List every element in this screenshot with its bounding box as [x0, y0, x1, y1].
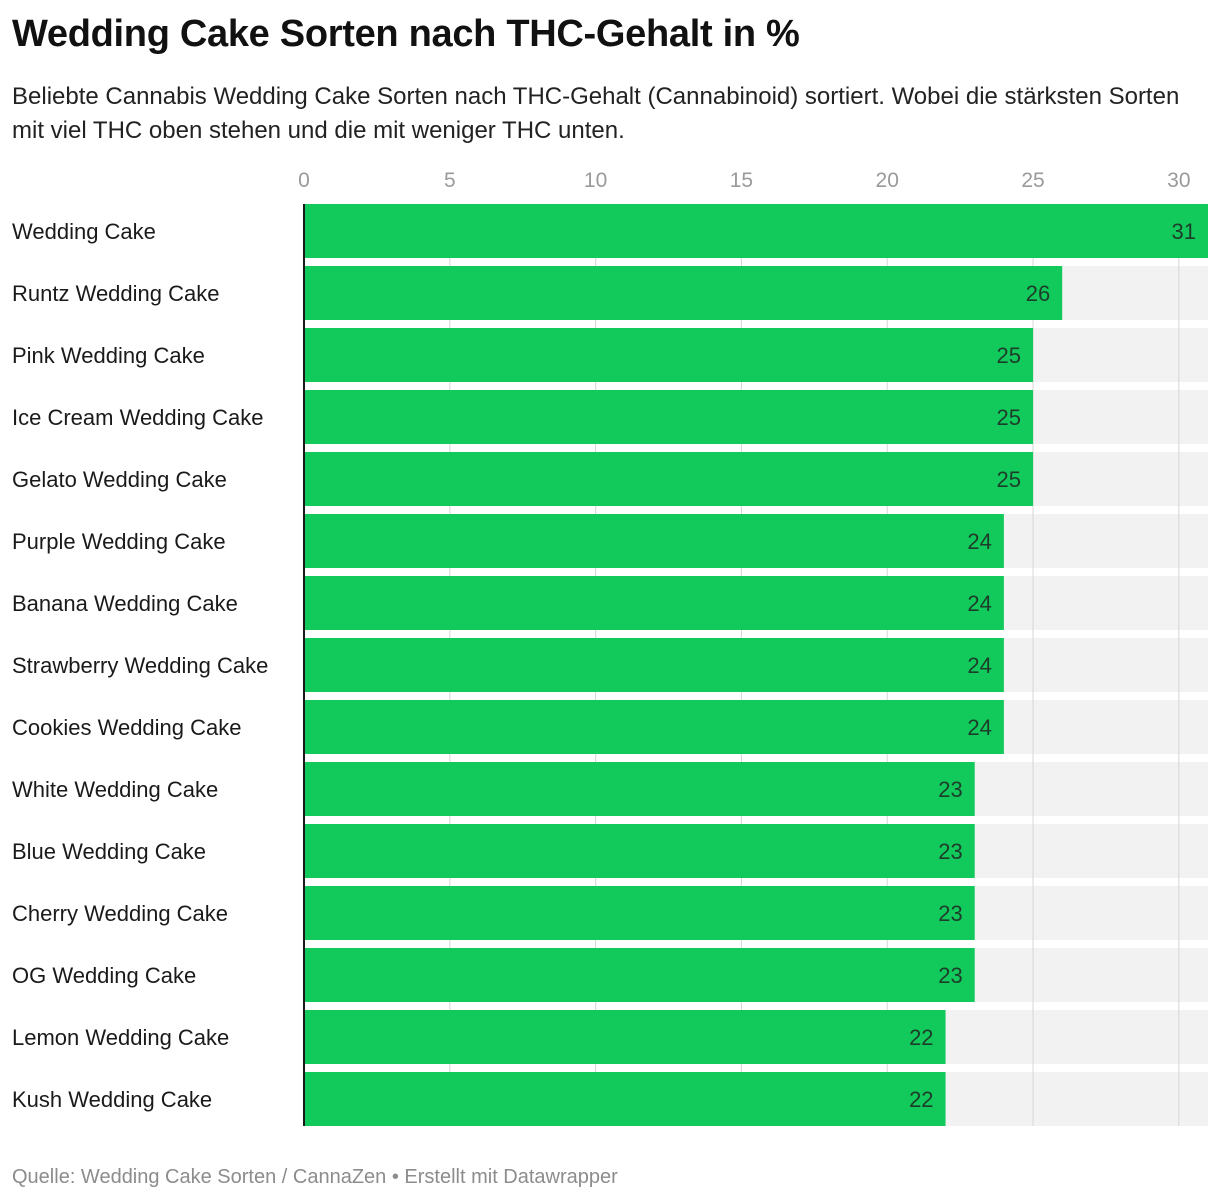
category-label: Strawberry Wedding Cake [12, 653, 268, 678]
bar [304, 1072, 946, 1126]
bar [304, 700, 1004, 754]
value-label: 23 [938, 901, 962, 926]
value-label: 24 [967, 591, 991, 616]
value-label: 31 [1172, 219, 1196, 244]
bar [304, 514, 1004, 568]
value-label: 25 [997, 405, 1021, 430]
bar [304, 824, 975, 878]
bar [304, 638, 1004, 692]
chart-subtitle: Beliebte Cannabis Wedding Cake Sorten na… [12, 83, 1180, 144]
value-label: 22 [909, 1087, 933, 1112]
category-label: Wedding Cake [12, 219, 156, 244]
x-tick-label: 5 [444, 169, 456, 192]
source-footer: Quelle: Wedding Cake Sorten / CannaZen •… [12, 1166, 618, 1188]
value-label: 24 [967, 529, 991, 554]
category-label: Lemon Wedding Cake [12, 1025, 229, 1050]
chart-title: Wedding Cake Sorten nach THC-Gehalt in % [12, 13, 800, 55]
category-label: Runtz Wedding Cake [12, 281, 220, 306]
bar [304, 328, 1034, 382]
value-label: 24 [967, 653, 991, 678]
bar [304, 204, 1208, 258]
bar [304, 1010, 946, 1064]
category-label: Cookies Wedding Cake [12, 715, 242, 740]
x-tick-label: 30 [1167, 169, 1190, 192]
category-label: Blue Wedding Cake [12, 839, 206, 864]
value-label: 25 [997, 467, 1021, 492]
category-label: Purple Wedding Cake [12, 529, 226, 554]
category-label: Kush Wedding Cake [12, 1087, 212, 1112]
category-label: Cherry Wedding Cake [12, 901, 228, 926]
x-tick-label: 10 [584, 169, 607, 192]
category-label: White Wedding Cake [12, 777, 218, 802]
bar [304, 948, 975, 1002]
value-label: 23 [938, 777, 962, 802]
value-label: 23 [938, 839, 962, 864]
x-tick-label: 0 [298, 169, 310, 192]
category-label: Ice Cream Wedding Cake [12, 405, 264, 430]
bar [304, 762, 975, 816]
bar [304, 886, 975, 940]
category-label: Gelato Wedding Cake [12, 467, 227, 492]
value-label: 25 [997, 343, 1021, 368]
value-label: 23 [938, 963, 962, 988]
bar [304, 390, 1034, 444]
value-label: 24 [967, 715, 991, 740]
category-label: Pink Wedding Cake [12, 343, 205, 368]
value-label: 26 [1026, 281, 1050, 306]
x-tick-label: 15 [730, 169, 753, 192]
bar [304, 576, 1004, 630]
category-label: OG Wedding Cake [12, 963, 196, 988]
bar [304, 452, 1034, 506]
x-tick-label: 20 [876, 169, 899, 192]
x-tick-label: 25 [1021, 169, 1044, 192]
category-label: Banana Wedding Cake [12, 591, 238, 616]
value-label: 22 [909, 1025, 933, 1050]
bar-chart: 0 5 10 15 20 25 30 Wedding Cake 31 Runtz Wedding … [12, 169, 1208, 1126]
bar [304, 266, 1063, 320]
